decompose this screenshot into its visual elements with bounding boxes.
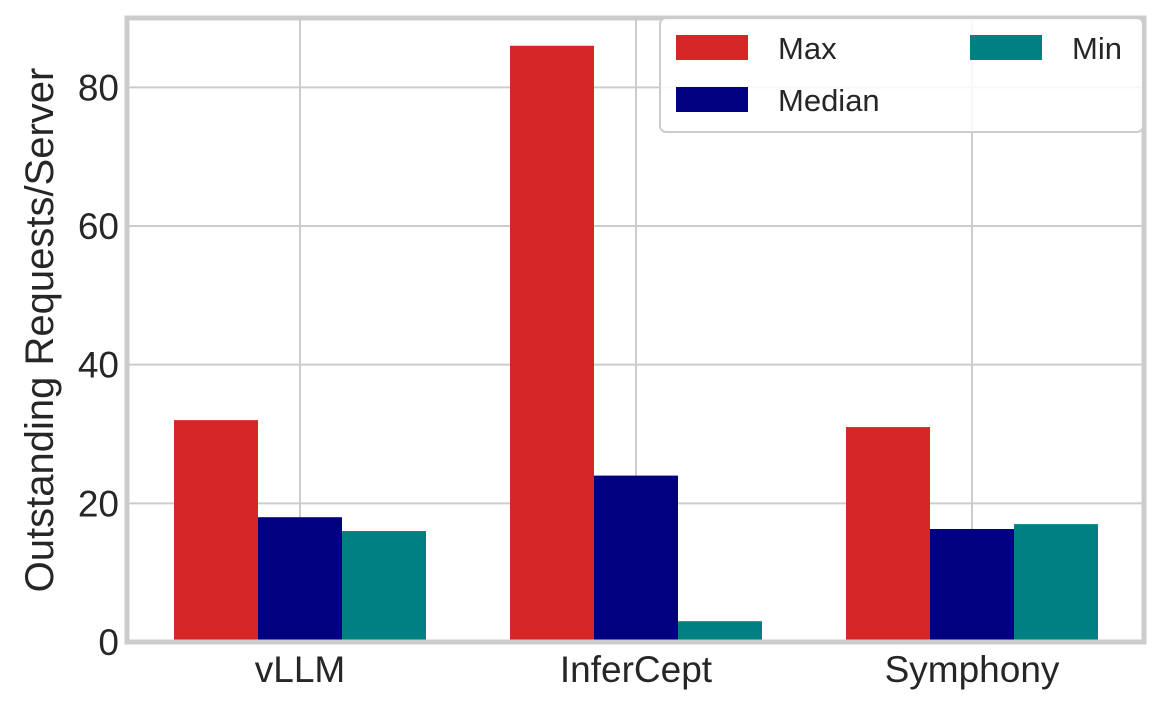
legend: Max Median Min bbox=[659, 17, 1144, 133]
bar-max-infercept bbox=[510, 45, 594, 642]
y-tick-label: 0 bbox=[98, 622, 119, 663]
legend-label-min: Min bbox=[1072, 31, 1122, 66]
legend-label-max: Max bbox=[778, 31, 837, 66]
x-axis-ticks: vLLM InferCept Symphony bbox=[255, 649, 1060, 690]
bar-median-vllm bbox=[258, 517, 342, 642]
y-tick-label: 80 bbox=[78, 67, 119, 108]
legend-swatch-max bbox=[676, 35, 748, 60]
bar-min-symphony bbox=[1014, 524, 1098, 642]
y-tick-label: 60 bbox=[78, 206, 119, 247]
bars bbox=[174, 45, 1098, 642]
bar-min-vllm bbox=[342, 531, 426, 642]
legend-swatch-median bbox=[676, 87, 748, 112]
legend-swatch-min bbox=[970, 35, 1042, 60]
y-tick-label: 40 bbox=[78, 345, 119, 386]
bar-median-infercept bbox=[594, 475, 678, 642]
bar-max-vllm bbox=[174, 420, 258, 642]
x-tick-label: vLLM bbox=[255, 649, 345, 690]
y-tick-label: 20 bbox=[78, 483, 119, 524]
grid-lines bbox=[127, 18, 1144, 643]
y-axis-ticks: 0 20 40 60 80 bbox=[78, 67, 119, 663]
bar-median-symphony bbox=[930, 528, 1014, 642]
plot-frame bbox=[124, 15, 1147, 645]
x-tick-label: Symphony bbox=[885, 649, 1060, 690]
y-axis-label: Outstanding Requests/Server bbox=[18, 68, 62, 593]
bar-max-symphony bbox=[846, 427, 930, 642]
bar-min-infercept bbox=[678, 621, 762, 642]
legend-label-median: Median bbox=[778, 83, 880, 118]
x-tick-label: InferCept bbox=[560, 649, 713, 690]
